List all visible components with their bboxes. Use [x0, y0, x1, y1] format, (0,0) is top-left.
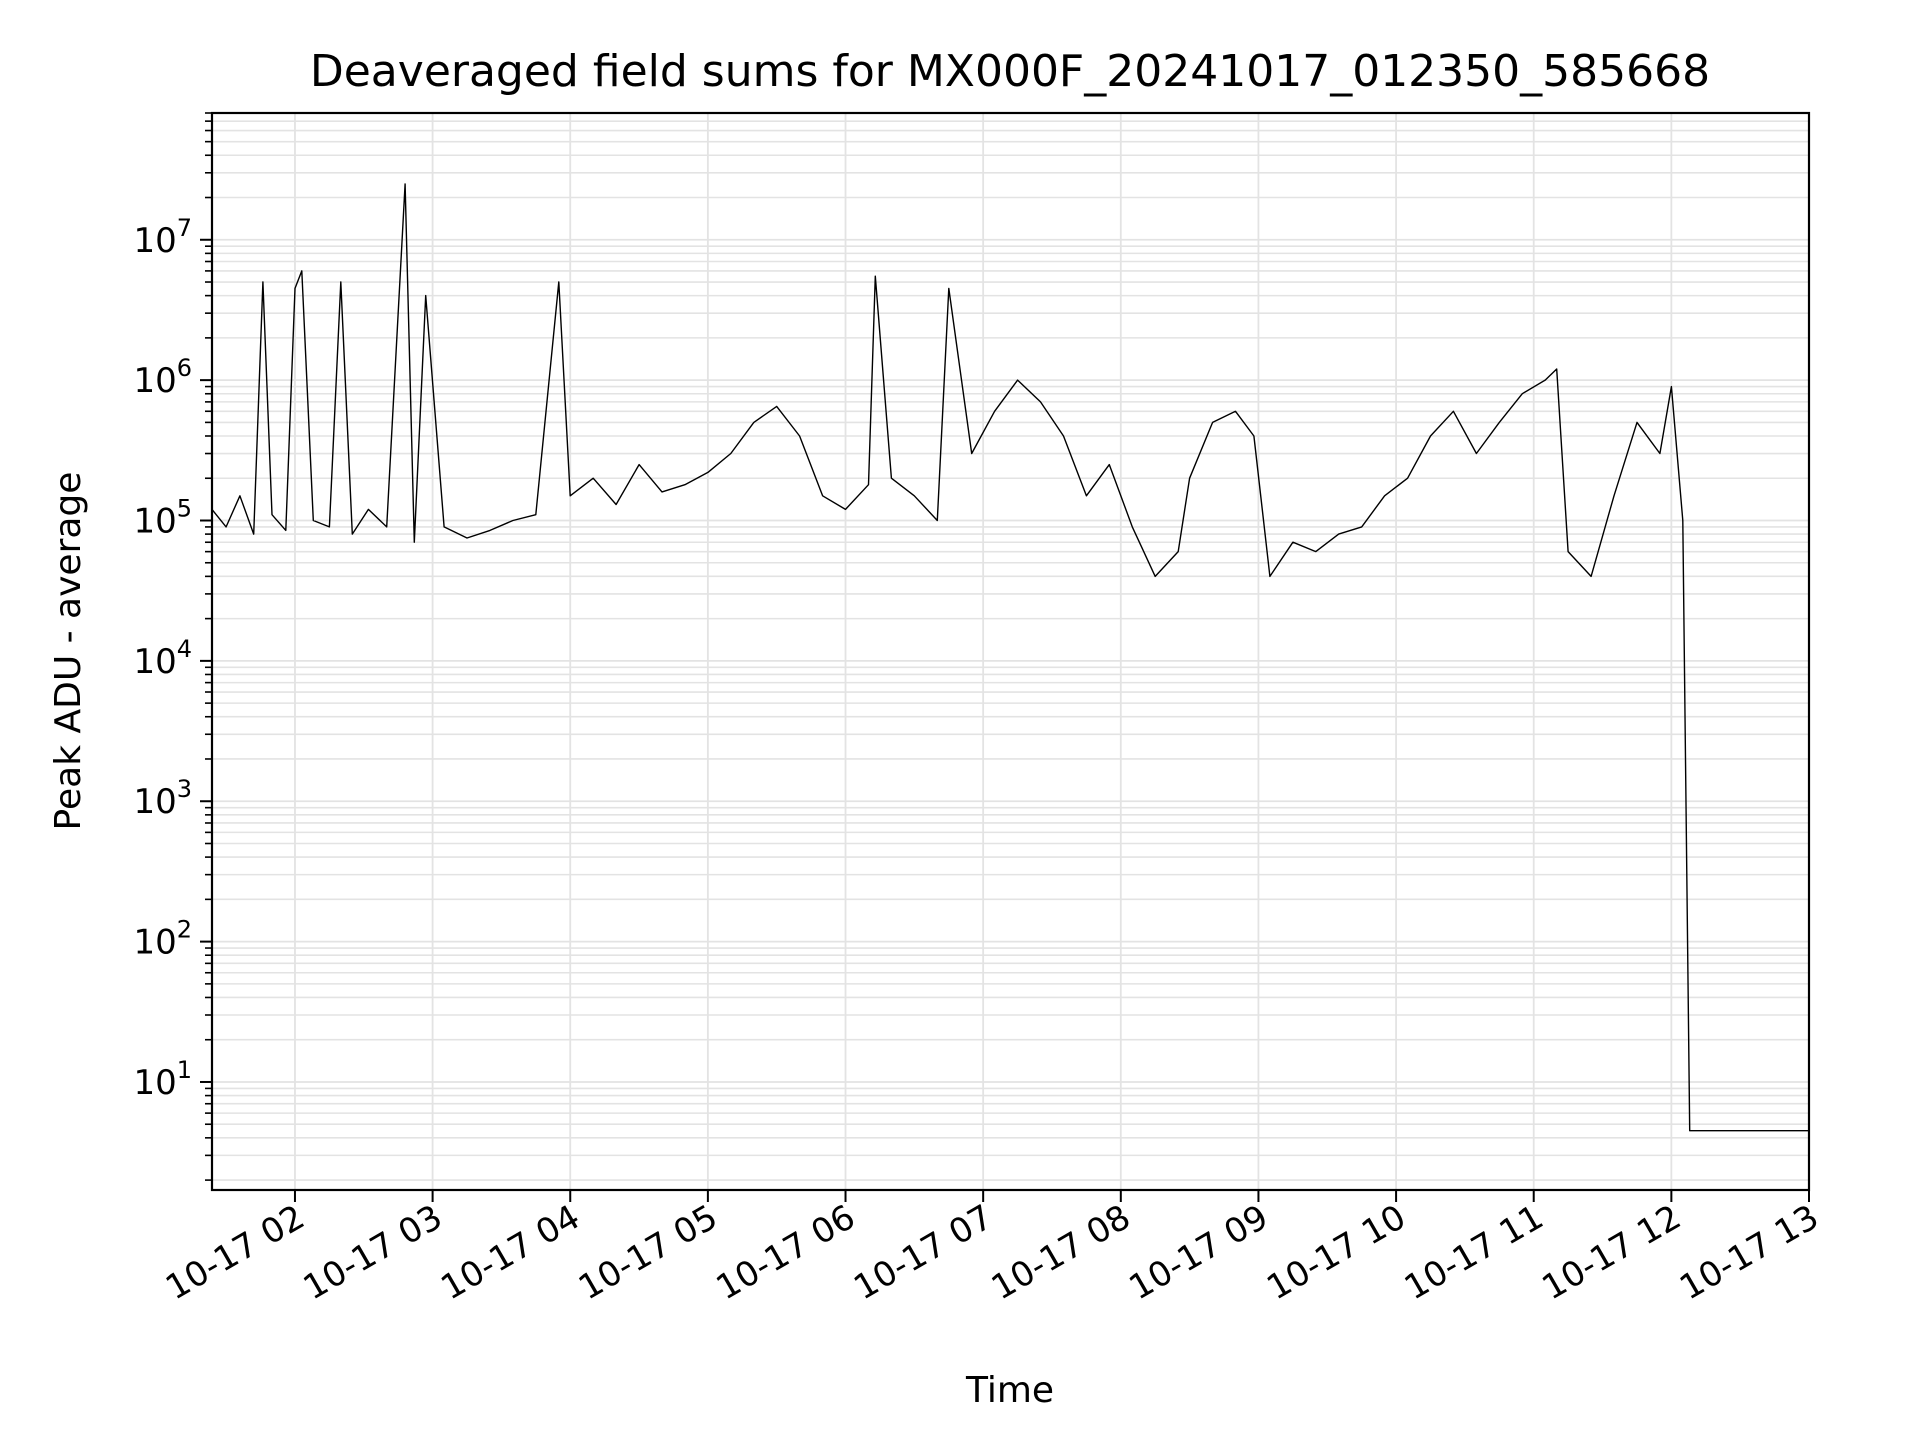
y-axis: 101 102 103 104 105 106 107: [133, 112, 212, 1181]
y-tick-label: 104: [133, 635, 192, 682]
y-tick-label: 107: [133, 214, 192, 261]
x-tick-label: 10-17 07: [847, 1197, 999, 1308]
data-layer: [211, 183, 1809, 1132]
plot-frame: [210, 111, 1811, 1192]
series-line: [211, 183, 1809, 1132]
x-tick-label: 10-17 11: [1398, 1197, 1550, 1308]
x-tick-label: 10-17 08: [985, 1197, 1137, 1308]
grid: [212, 112, 1810, 1190]
chart-title: Deaveraged field sums for MX000F_2024101…: [310, 46, 1710, 97]
x-tick-label: 10-17 12: [1535, 1197, 1687, 1308]
x-tick-label: 10-17 02: [159, 1197, 311, 1308]
y-tick-label: 102: [133, 916, 192, 963]
x-tick-label: 10-17 13: [1673, 1197, 1825, 1308]
x-tick-label: 10-17 05: [572, 1197, 724, 1308]
y-axis-label: Peak ADU - average: [48, 472, 89, 831]
x-tick-label: 10-17 04: [434, 1197, 586, 1308]
x-tick-label: 10-17 10: [1260, 1197, 1412, 1308]
y-tick-label: 105: [133, 495, 192, 542]
x-tick-label: 10-17 09: [1123, 1197, 1275, 1308]
x-tick-label: 10-17 06: [710, 1197, 862, 1308]
y-tick-label: 103: [133, 775, 192, 822]
x-axis-label: Time: [965, 1370, 1054, 1411]
y-tick-label: 106: [133, 354, 192, 401]
x-tick-label: 10-17 03: [297, 1197, 449, 1308]
y-tick-label: 101: [133, 1056, 192, 1103]
